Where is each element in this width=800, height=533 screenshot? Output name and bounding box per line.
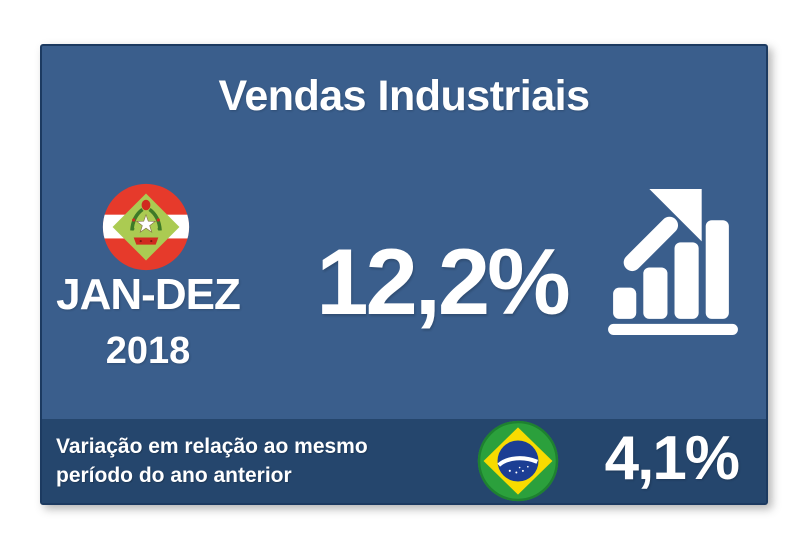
footer-note-line2: período do ano anterior xyxy=(56,464,292,487)
main-metric-value: 12,2% xyxy=(316,229,571,334)
growth-chart-svg xyxy=(608,189,738,335)
card-title: Vendas Industriais xyxy=(218,72,590,120)
period-year: 2018 xyxy=(105,330,191,372)
country-metric-value: 4,1% xyxy=(604,424,740,493)
period-label: JAN-DEZ xyxy=(56,270,241,319)
growth-chart-icon xyxy=(605,186,741,337)
kpi-card: Vendas Industriais xyxy=(40,44,768,505)
santa-catarina-flag-icon xyxy=(102,183,190,271)
footer-note-line1: Variação em relação ao mesmo xyxy=(56,435,368,458)
footer-band: Variação em relação ao mesmo período do … xyxy=(42,419,766,503)
footer-note: Variação em relação ao mesmo período do … xyxy=(56,432,368,490)
santa-catarina-flag-svg xyxy=(102,183,190,271)
brazil-flag-svg xyxy=(477,420,558,502)
brazil-flag-icon xyxy=(477,420,559,502)
